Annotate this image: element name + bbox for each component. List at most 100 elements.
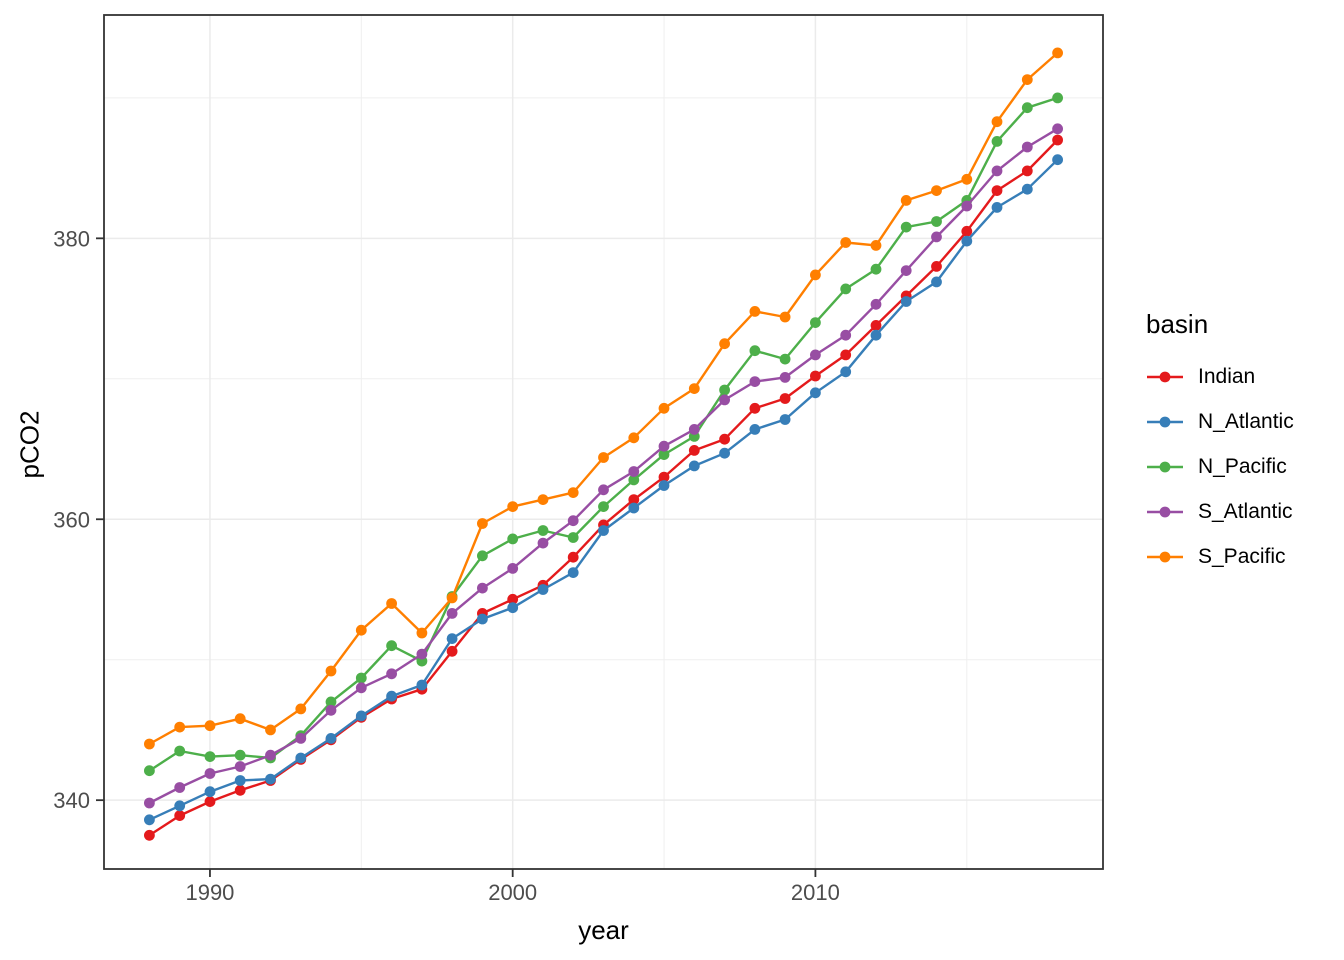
- data-point-Indian: [961, 225, 973, 237]
- data-point-S_Atlantic: [144, 797, 155, 809]
- data-point-S_Atlantic: [688, 424, 700, 435]
- legend-item-S_Pacific: S_Pacific: [1146, 534, 1294, 579]
- data-point-S_Pacific: [174, 721, 186, 733]
- data-point-N_Atlantic: [386, 690, 397, 702]
- data-point-N_Atlantic: [325, 733, 337, 744]
- panel-border: [103, 14, 1104, 870]
- data-point-N_Pacific: [537, 525, 549, 536]
- data-point-S_Atlantic: [870, 298, 882, 310]
- legend-item-label: N_Atlantic: [1198, 409, 1294, 433]
- data-point-N_Pacific: [234, 749, 246, 761]
- data-point-Indian: [628, 494, 640, 505]
- legend-key-icon: [1147, 506, 1183, 517]
- data-point-N_Pacific: [477, 550, 488, 562]
- data-point-S_Atlantic: [931, 231, 942, 243]
- y-tick-label: 340: [53, 788, 90, 813]
- legend-item-N_Pacific: N_Pacific: [1146, 444, 1294, 489]
- legend-key-icon: [1147, 551, 1183, 562]
- legend-key-icon: [1147, 371, 1183, 382]
- legend-key-icon: [1147, 416, 1183, 427]
- x-tick-label: 2000: [488, 880, 537, 905]
- data-point-S_Atlantic: [1052, 123, 1063, 135]
- data-point-Indian: [991, 185, 1003, 197]
- data-point-S_Atlantic: [416, 648, 428, 660]
- data-point-S_Atlantic: [174, 782, 186, 793]
- data-point-Indian: [234, 784, 246, 796]
- data-point-N_Atlantic: [507, 602, 519, 614]
- data-point-N_Pacific: [204, 751, 216, 762]
- data-point-Indian: [840, 349, 852, 361]
- data-point-Indian: [174, 810, 186, 821]
- data-point-N_Atlantic: [204, 786, 216, 798]
- data-point-N_Atlantic: [355, 710, 367, 722]
- data-point-Indian: [810, 370, 821, 382]
- data-point-N_Atlantic: [991, 202, 1003, 213]
- data-point-S_Atlantic: [628, 466, 640, 477]
- data-point-S_Atlantic: [567, 515, 579, 527]
- data-point-S_Pacific: [295, 703, 307, 715]
- data-point-N_Atlantic: [477, 613, 488, 625]
- data-point-S_Pacific: [840, 237, 852, 248]
- data-point-S_Atlantic: [265, 749, 276, 761]
- data-point-N_Pacific: [628, 474, 640, 486]
- data-point-N_Atlantic: [688, 460, 700, 472]
- legend-item-Indian: Indian: [1146, 354, 1294, 399]
- data-point-S_Atlantic: [295, 733, 307, 744]
- data-point-S_Pacific: [1021, 74, 1033, 85]
- data-point-N_Pacific: [174, 745, 186, 757]
- legend-item-N_Atlantic: N_Atlantic: [1146, 399, 1294, 444]
- x-tick-label: 2010: [791, 880, 840, 905]
- x-axis-title: year: [578, 915, 629, 945]
- data-point-S_Atlantic: [779, 372, 791, 383]
- data-point-N_Atlantic: [1021, 183, 1033, 195]
- data-point-S_Pacific: [234, 713, 246, 725]
- data-point-N_Pacific: [355, 672, 367, 684]
- data-point-Indian: [688, 445, 700, 456]
- data-point-Indian: [204, 796, 216, 807]
- data-point-S_Atlantic: [749, 376, 761, 387]
- data-point-S_Pacific: [386, 598, 397, 609]
- legend-item-label: S_Atlantic: [1198, 499, 1293, 523]
- data-point-Indian: [870, 320, 882, 331]
- data-point-N_Atlantic: [446, 633, 458, 644]
- legend-title: basin: [1146, 309, 1209, 339]
- data-point-N_Pacific: [719, 384, 730, 396]
- data-point-S_Pacific: [900, 195, 912, 206]
- data-point-S_Pacific: [628, 432, 640, 444]
- data-point-N_Atlantic: [144, 814, 155, 826]
- data-point-S_Pacific: [991, 116, 1003, 128]
- data-point-N_Atlantic: [1052, 154, 1063, 166]
- data-point-Indian: [719, 433, 730, 445]
- data-point-S_Pacific: [658, 402, 670, 414]
- data-point-S_Pacific: [537, 494, 549, 505]
- data-point-N_Atlantic: [749, 424, 761, 435]
- data-point-Indian: [144, 829, 155, 841]
- data-point-S_Pacific: [961, 173, 973, 185]
- data-point-Indian: [446, 645, 458, 657]
- data-point-S_Pacific: [719, 338, 730, 350]
- data-point-S_Pacific: [416, 627, 428, 639]
- data-point-S_Atlantic: [325, 704, 337, 716]
- panel-background: [104, 15, 1103, 869]
- data-point-S_Pacific: [355, 624, 367, 636]
- data-point-S_Atlantic: [355, 682, 367, 694]
- data-point-N_Pacific: [1052, 92, 1063, 104]
- data-point-N_Atlantic: [961, 235, 973, 247]
- data-point-N_Atlantic: [840, 366, 852, 378]
- data-point-N_Pacific: [991, 136, 1003, 147]
- y-tick-label: 380: [53, 226, 90, 251]
- legend-items: Indian N_Atlantic N_Pacific S_Atlantic S_Pac…: [1146, 354, 1294, 579]
- data-point-N_Atlantic: [870, 329, 882, 341]
- data-point-Indian: [658, 471, 670, 483]
- data-point-S_Atlantic: [446, 608, 458, 619]
- data-point-Indian: [567, 551, 579, 563]
- legend-item-label: S_Pacific: [1198, 544, 1286, 568]
- data-point-S_Pacific: [810, 269, 821, 281]
- data-point-S_Atlantic: [204, 768, 216, 779]
- data-point-N_Atlantic: [416, 679, 428, 691]
- legend-key-icon: [1147, 461, 1183, 472]
- data-point-N_Pacific: [386, 640, 397, 652]
- data-point-N_Pacific: [900, 221, 912, 233]
